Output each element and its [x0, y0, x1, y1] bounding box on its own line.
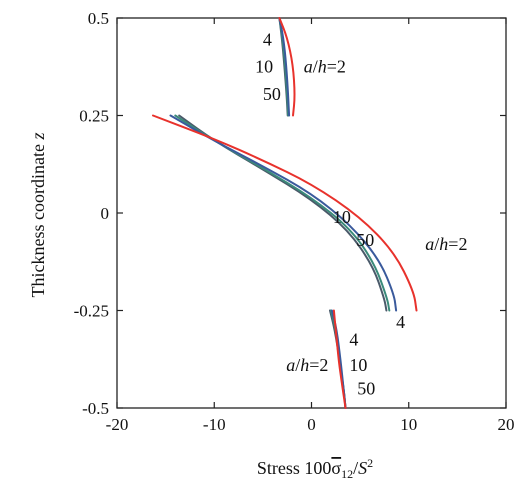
series-layer — [152, 17, 418, 409]
y-tick-label: 0.25 — [79, 107, 109, 126]
series-line-bottom-ah4 — [330, 309, 347, 409]
tick-layer: -20 -10 0 10 20 -0.5 -0.25 0 0.25 0.5 — [74, 9, 515, 434]
curve-label: 50 — [263, 84, 281, 104]
curve-label: 4 — [396, 312, 405, 332]
series-line-middle-ah50 — [178, 114, 388, 312]
curve-label: 4 — [263, 29, 272, 49]
series-line-bottom-ah2 — [332, 309, 347, 409]
curve-label: 50 — [356, 230, 374, 250]
curve-label: 10 — [349, 355, 367, 375]
curve-label: a/h=2 — [425, 234, 467, 254]
curve-label: 50 — [357, 378, 375, 398]
y-tick-label: 0 — [101, 204, 110, 223]
curve-label: 4 — [349, 330, 358, 350]
y-tick-label: -0.25 — [74, 302, 109, 321]
y-axis-title: Thickness coordinate z — [28, 133, 48, 298]
curve-label: 10 — [255, 57, 273, 77]
curve-label: a/h=2 — [304, 57, 346, 77]
curve-label: a/h=2 — [286, 355, 328, 375]
series-line-middle-ah4 — [169, 114, 398, 312]
y-tick-label: 0.5 — [88, 9, 109, 28]
x-tick-label: 0 — [307, 415, 316, 434]
y-tick-label: -0.5 — [82, 399, 109, 418]
series-line-middle-ah10 — [174, 114, 391, 312]
x-tick-label: 20 — [498, 415, 515, 434]
series-line-middle-ah2 — [152, 114, 418, 312]
sigma-symbol: σ — [331, 458, 341, 478]
x-tick-label: -10 — [203, 415, 226, 434]
series-line-top-ah2 — [278, 17, 296, 117]
x-axis-title: Stress 100σ12/S2 — [257, 456, 373, 481]
curve-label: 10 — [333, 207, 351, 227]
x-tick-label: -20 — [106, 415, 129, 434]
x-tick-label: 10 — [400, 415, 417, 434]
